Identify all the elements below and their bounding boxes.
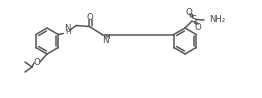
Text: O: O xyxy=(195,23,201,31)
Text: S: S xyxy=(190,15,196,24)
Text: H: H xyxy=(104,34,110,39)
Text: O: O xyxy=(185,8,192,16)
Text: N: N xyxy=(102,35,109,44)
Text: O: O xyxy=(34,58,40,67)
Text: H: H xyxy=(65,29,70,34)
Text: O: O xyxy=(87,13,94,22)
Text: N: N xyxy=(64,24,70,33)
Text: NH₂: NH₂ xyxy=(209,15,225,24)
